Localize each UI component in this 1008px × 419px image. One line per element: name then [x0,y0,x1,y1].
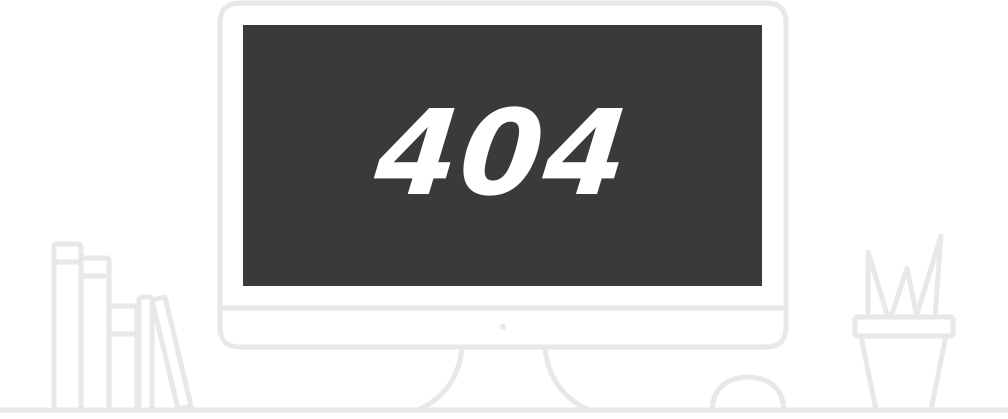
pencil-cup-icon [852,233,956,413]
power-indicator [500,324,506,330]
monitor-screen [243,25,762,286]
error-code: 404 [369,83,637,222]
books-icon [51,241,194,413]
monitor-icon [217,0,789,413]
mouse-icon [709,374,787,413]
